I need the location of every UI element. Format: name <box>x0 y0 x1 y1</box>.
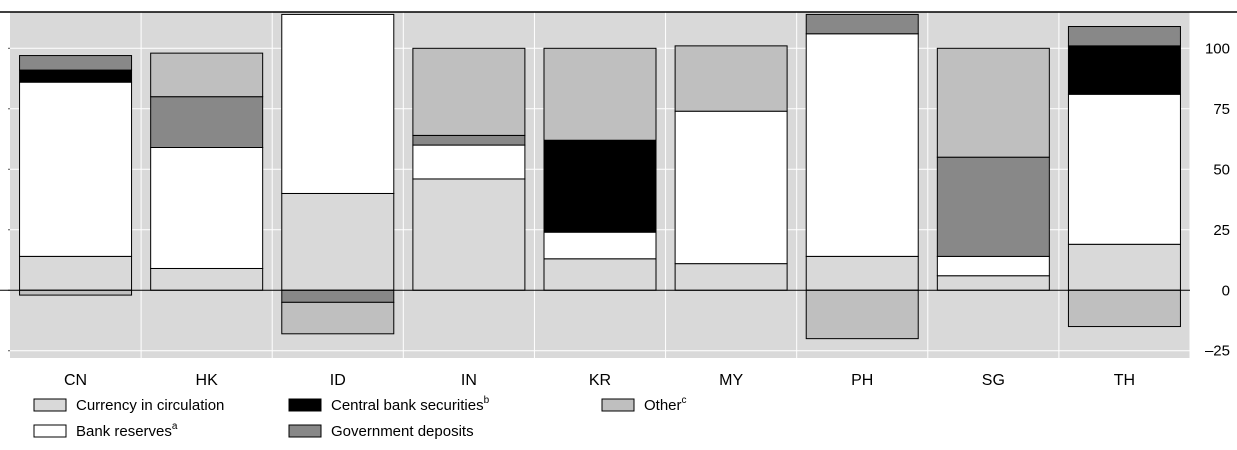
bar-TH-series-4 <box>1067 289 1181 328</box>
category-label-PH: PH <box>851 372 873 389</box>
y-tick-label-3: 50 <box>1213 161 1230 178</box>
category-label-TH: TH <box>1114 372 1135 389</box>
legend-footnote-marker: b <box>484 395 490 406</box>
category-label-KR: KR <box>589 372 611 389</box>
category-label-IN: IN <box>461 372 477 389</box>
legend-item-1: Bank reservesa <box>33 421 178 440</box>
bar-TH-series-1 <box>1067 93 1181 245</box>
bar-MY-series-4 <box>674 45 788 112</box>
bar-PH-series-1 <box>805 33 919 257</box>
bar-SG-series-4 <box>936 47 1050 158</box>
legend-swatch <box>288 398 322 412</box>
legend-label: Currency in circulation <box>76 397 224 414</box>
legend-swatch <box>288 424 322 438</box>
legend-label: Central bank securitiesb <box>331 395 490 414</box>
bar-SG-series-3 <box>936 156 1050 257</box>
legend-item-3: Government deposits <box>288 423 474 440</box>
bar-PH-series-0 <box>805 255 919 291</box>
bar-HK-series-1 <box>150 146 264 269</box>
y-tick-label-0: –25 <box>1205 343 1230 360</box>
y-tick-label-2: 25 <box>1213 222 1230 239</box>
legend-label: Otherc <box>644 395 687 414</box>
bar-CN-series-2 <box>19 69 133 83</box>
legend-swatch <box>601 398 635 412</box>
bar-CN-series-3 <box>19 55 133 71</box>
bar-HK-series-3 <box>150 96 264 148</box>
bar-TH-series-0 <box>1067 243 1181 291</box>
y-tick-label-5: 100 <box>1205 40 1230 57</box>
bar-TH-series-2 <box>1067 45 1181 95</box>
bar-IN-series-1 <box>412 144 526 180</box>
category-label-SG: SG <box>982 372 1005 389</box>
y-tick-label-1: 0 <box>1222 282 1230 299</box>
bar-TH-series-3 <box>1067 26 1181 47</box>
bar-MY-series-0 <box>674 263 788 291</box>
bar-CN-series-1 <box>19 81 133 257</box>
bar-HK-series-4 <box>150 52 264 98</box>
bar-KR-series-2 <box>543 139 657 233</box>
category-label-MY: MY <box>719 372 743 389</box>
bar-CN-series-4 <box>19 289 133 296</box>
legend-footnote-marker: c <box>682 395 687 406</box>
legend-label: Bank reservesa <box>76 421 178 440</box>
legend-footnote-marker: a <box>172 421 178 432</box>
bar-ID-series-4 <box>281 301 395 335</box>
bar-HK-series-0 <box>150 267 264 291</box>
bar-KR-series-4 <box>543 47 657 141</box>
bar-IN-series-4 <box>412 47 526 136</box>
bar-MY-series-1 <box>674 110 788 265</box>
bar-SG-series-1 <box>936 255 1050 277</box>
legend-swatch <box>33 398 67 412</box>
legend-item-2: Central bank securitiesb <box>288 395 490 414</box>
bar-KR-series-0 <box>543 258 657 291</box>
bar-IN-series-3 <box>412 134 526 146</box>
bar-ID-series-3 <box>281 289 395 303</box>
bar-CN-series-0 <box>19 255 133 291</box>
bar-KR-series-1 <box>543 231 657 260</box>
bar-ID-series-1 <box>281 13 395 194</box>
bar-SG-series-0 <box>936 275 1050 291</box>
legend-swatch <box>33 424 67 438</box>
category-label-CN: CN <box>64 372 87 389</box>
bar-ID-series-0 <box>281 192 395 291</box>
bar-PH-series-4 <box>805 289 919 340</box>
bar-PH-series-3 <box>805 13 919 35</box>
bar-IN-series-0 <box>412 178 526 291</box>
category-label-HK: HK <box>196 372 219 389</box>
legend-label: Government deposits <box>331 423 474 440</box>
category-label-ID: ID <box>330 372 346 389</box>
legend-item-4: Otherc <box>601 395 687 414</box>
y-tick-label-4: 75 <box>1213 101 1230 118</box>
legend-item-0: Currency in circulation <box>33 397 224 414</box>
